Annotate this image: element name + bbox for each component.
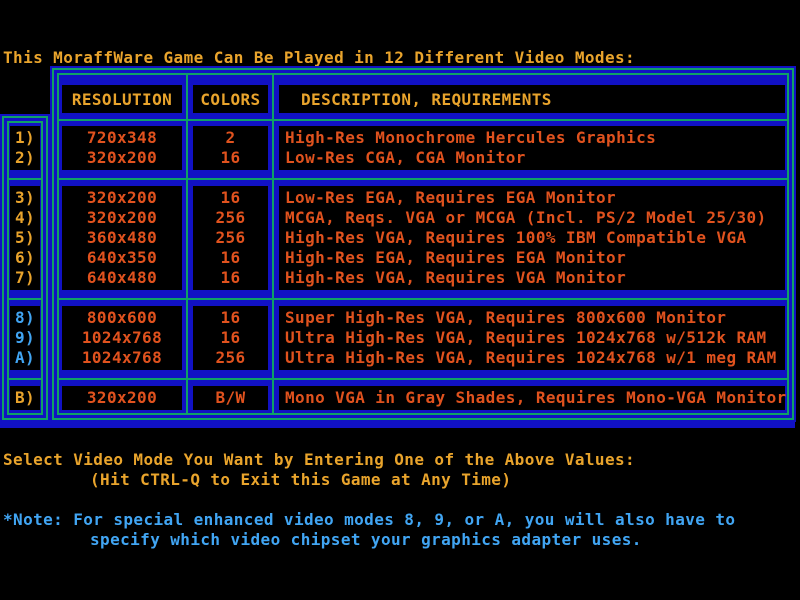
mode-key-cell-block [10, 306, 40, 370]
mode-key: 9) [14, 328, 36, 347]
mode-resolution: 800x600 [86, 308, 158, 327]
colors-cell-block [193, 386, 268, 410]
mode-colors: 256 [215, 228, 246, 247]
mode-resolution: 640x350 [86, 248, 158, 267]
note-line1: *Note: For special enhanced video modes … [3, 510, 736, 529]
note-line2: specify which video chipset your graphic… [90, 530, 642, 549]
mode-description: Mono VGA in Gray Shades, Requires Mono-V… [285, 388, 787, 407]
mode-key-panel: 1) 2) 3) 4) 5) 6) 7) 8) 9) A) B) [2, 116, 48, 420]
mode-colors: 16 [220, 308, 241, 327]
mode-description: Ultra High-Res VGA, Requires 1024x768 w/… [285, 328, 767, 347]
mode-table-panel-inner: RESOLUTION COLORS DESCRIPTION, REQUIREME… [57, 73, 789, 415]
mode-colors: 16 [220, 248, 241, 267]
description-cell-block [279, 306, 785, 370]
mode-colors: 16 [220, 328, 241, 347]
resolution-cell-block [62, 126, 182, 170]
mode-resolution: 320x200 [86, 148, 158, 167]
description-cell-block [279, 126, 785, 170]
mode-key: 2) [14, 148, 36, 167]
select-prompt-line1: Select Video Mode You Want by Entering O… [3, 450, 636, 469]
mode-resolution: 640x480 [86, 268, 158, 287]
mode-colors: 16 [220, 188, 241, 207]
mode-colors: 256 [215, 348, 246, 367]
mode-description: Low-Res EGA, Requires EGA Monitor [285, 188, 617, 207]
mode-colors: 16 [220, 268, 241, 287]
mode-key-cell-block [10, 126, 40, 170]
mode-key: 5) [14, 228, 36, 247]
group-separator [9, 178, 41, 180]
header-description: DESCRIPTION, REQUIREMENTS [279, 85, 785, 113]
mode-description: High-Res VGA, Requires VGA Monitor [285, 268, 627, 287]
mode-table-panel: RESOLUTION COLORS DESCRIPTION, REQUIREME… [52, 68, 794, 420]
mode-key: 7) [14, 268, 36, 287]
mode-key-panel-inner: 1) 2) 3) 4) 5) 6) 7) 8) 9) A) B) [7, 121, 43, 415]
colors-cell-block [193, 306, 268, 370]
group-separator [59, 178, 787, 180]
header-colors: COLORS [193, 85, 268, 113]
mode-description: Ultra High-Res VGA, Requires 1024x768 w/… [285, 348, 777, 367]
mode-key-cell-block [10, 386, 40, 410]
mode-resolution: 320x200 [86, 188, 158, 207]
description-cell-block [279, 186, 785, 290]
mode-resolution: 1024x768 [81, 328, 163, 347]
mode-key-cell-block [10, 186, 40, 290]
mode-resolution: 320x200 [86, 388, 158, 407]
mode-key: 3) [14, 188, 36, 207]
mode-key: 8) [14, 308, 36, 327]
colors-cell-block [193, 126, 268, 170]
column-separator [186, 75, 188, 413]
column-separator [272, 75, 274, 413]
mode-colors: 2 [225, 128, 236, 147]
mode-resolution: 720x348 [86, 128, 158, 147]
resolution-cell-block [62, 186, 182, 290]
mode-resolution: 320x200 [86, 208, 158, 227]
mode-description: High-Res Monochrome Hercules Graphics [285, 128, 657, 147]
mode-description: MCGA, Reqs. VGA or MCGA (Incl. PS/2 Mode… [285, 208, 767, 227]
select-prompt-line2: (Hit CTRL-Q to Exit this Game at Any Tim… [90, 470, 512, 489]
resolution-cell-block [62, 386, 182, 410]
mode-key: B) [14, 388, 36, 407]
group-separator [9, 378, 41, 380]
mode-key: 1) [14, 128, 36, 147]
mode-key: A) [14, 348, 36, 367]
description-cell-block [279, 386, 785, 410]
group-separator [59, 378, 787, 380]
mode-resolution: 1024x768 [81, 348, 163, 367]
page-title: This MoraffWare Game Can Be Played in 12… [3, 48, 636, 67]
mode-description: Super High-Res VGA, Requires 800x600 Mon… [285, 308, 727, 327]
mode-resolution: 360x480 [86, 228, 158, 247]
group-separator [9, 298, 41, 300]
mode-colors: 16 [220, 148, 241, 167]
mode-colors: B/W [215, 388, 246, 407]
mode-description: High-Res VGA, Requires 100% IBM Compatib… [285, 228, 747, 247]
mode-colors: 256 [215, 208, 246, 227]
group-separator [59, 298, 787, 300]
colors-cell-block [193, 186, 268, 290]
resolution-cell-block [62, 306, 182, 370]
group-separator [59, 119, 787, 121]
mode-key: 4) [14, 208, 36, 227]
mode-description: High-Res EGA, Requires EGA Monitor [285, 248, 627, 267]
mode-key: 6) [14, 248, 36, 267]
mode-description: Low-Res CGA, CGA Monitor [285, 148, 526, 167]
header-resolution: RESOLUTION [62, 85, 182, 113]
